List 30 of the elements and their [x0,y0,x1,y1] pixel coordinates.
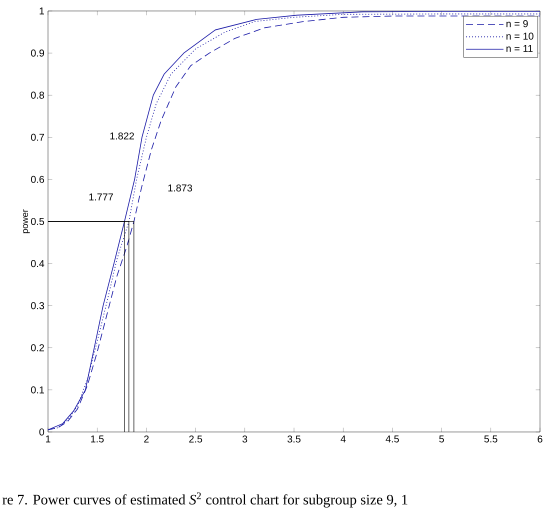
x-tick-label: 3 [242,436,248,443]
y-tick-label: 1 [40,8,44,14]
x-tick-label: 5.5 [484,436,498,442]
y-tick-label: 0.4 [31,260,44,268]
y-tick-label: 0.3 [31,302,44,310]
x-tick-label: 2.5 [189,436,202,443]
y-tick-label: 0.2 [31,344,44,352]
annotation: 1.822 [110,132,134,140]
y-tick-label: 0.6 [31,176,44,183]
x-tick-label: 2 [144,436,149,442]
y-tick-label: 0.9 [31,50,44,57]
x-tick-label: 5 [439,436,444,442]
legend-label: n = 11 [506,45,533,52]
x-tick-label: 4.5 [386,436,399,442]
x-tick-label: 6 [538,436,542,443]
annotation: 1.777 [89,194,113,200]
y-tick-label: 0.5 [31,218,44,226]
legend-label: n = 9 [506,20,528,28]
x-tick-label: 1.5 [91,436,104,442]
y-axis-title: power [23,209,30,234]
y-tick-label: 0.1 [31,386,44,394]
y-tick-label: 0.8 [31,92,44,99]
y-tick-label: 0 [39,428,44,436]
y-tick-label: 0.7 [31,134,44,141]
annotation: 1.873 [168,184,192,192]
text: re 7. Power curves of estimated S$^{2}$ control chart for subgroup size 9, 1 [2,492,408,508]
x-tick-label: 4 [340,436,346,442]
legend-label: n = 10 [506,32,534,40]
x-tick-label: 3.5 [287,436,301,443]
x-tick-label: 1 [46,436,50,442]
